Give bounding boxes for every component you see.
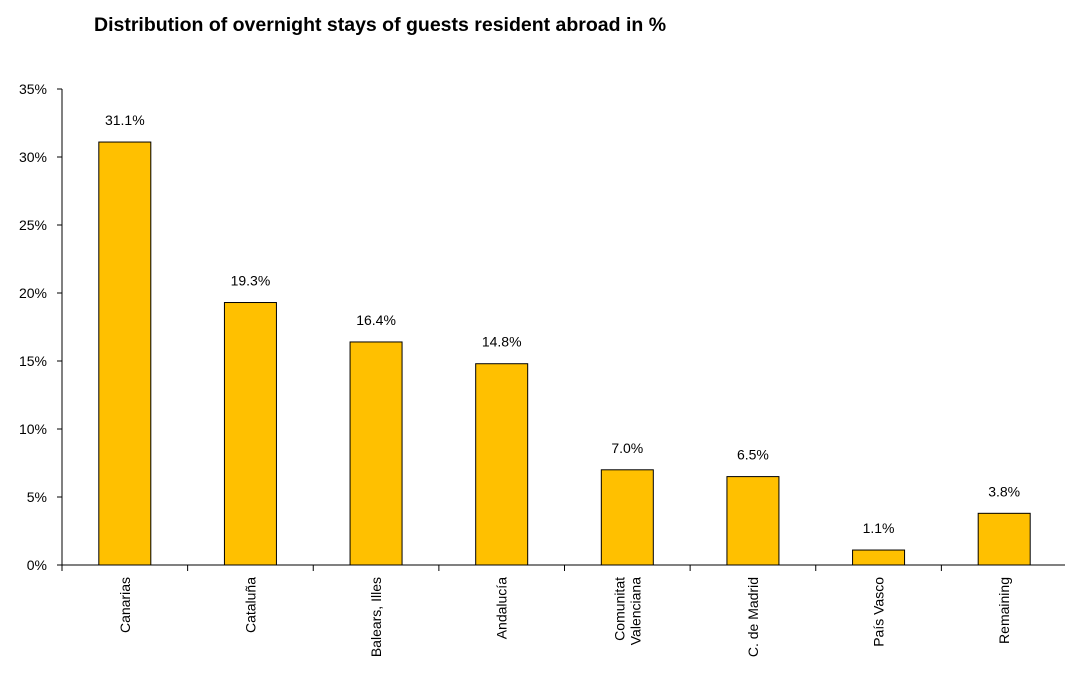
x-tick-label: Andalucía: [494, 577, 510, 639]
y-tick-label: 25%: [19, 217, 47, 233]
y-tick-label: 0%: [27, 557, 47, 573]
data-label: 19.3%: [231, 273, 271, 289]
bar-pa-s-vasco: [852, 549, 906, 566]
bar-andaluc-a: [475, 363, 529, 566]
x-tick-label: Cataluña: [242, 577, 258, 633]
chart-title: Distribution of overnight stays of guest…: [94, 14, 667, 36]
y-tick-label: 15%: [19, 353, 47, 369]
data-label: 14.8%: [482, 334, 522, 350]
x-tick-label: C. de Madrid: [745, 577, 761, 657]
y-tick-label: 10%: [19, 421, 47, 437]
bar-balears-illes: [349, 341, 403, 566]
data-label: 1.1%: [863, 520, 895, 536]
data-label: 16.4%: [356, 312, 396, 328]
x-tick-label: Balears, Illes: [368, 577, 384, 657]
bar-remaining: [977, 512, 1031, 566]
x-tick-label: País Vasco: [871, 577, 887, 647]
y-tick-label: 30%: [19, 149, 47, 165]
y-tick-label: 35%: [19, 81, 47, 97]
bar-canarias: [98, 141, 152, 566]
bar-comunitat-valenciana: [600, 469, 654, 566]
x-tick-label: ComunitatValenciana: [611, 577, 643, 645]
data-label: 6.5%: [737, 447, 769, 463]
y-tick-label: 5%: [27, 489, 47, 505]
x-tick-label: Canarias: [117, 577, 133, 633]
data-label: 3.8%: [988, 483, 1020, 499]
y-tick-label: 20%: [19, 285, 47, 301]
bar-c-de-madrid: [726, 476, 780, 566]
bar-catalu-a: [223, 302, 277, 566]
data-label: 31.1%: [105, 112, 145, 128]
data-label: 7.0%: [611, 440, 643, 456]
x-tick-label: Remaining: [996, 577, 1012, 644]
